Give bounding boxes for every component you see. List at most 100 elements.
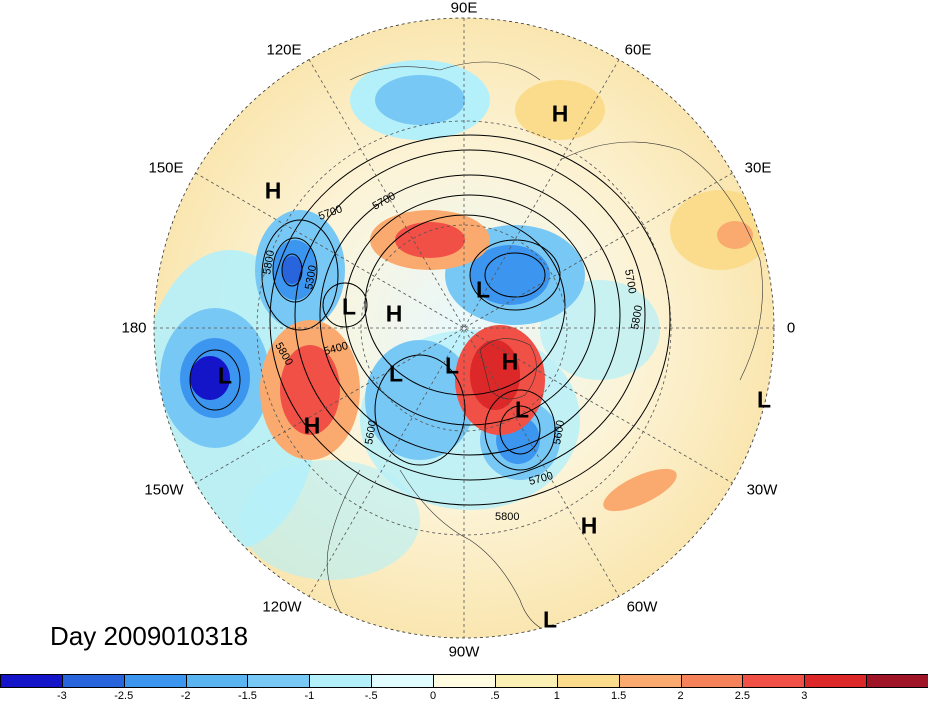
colorbar-swatch xyxy=(804,674,868,688)
coast-america-east xyxy=(399,469,561,636)
anomaly-red-north xyxy=(395,222,465,258)
low-pressure-marker: L xyxy=(542,606,558,633)
lon-label-150w: 150W xyxy=(144,481,184,499)
anomaly-warm-atlantic xyxy=(603,468,677,512)
contour-atlantic-2 xyxy=(499,405,541,455)
colorbar-swatch xyxy=(0,674,63,688)
contour-5400 xyxy=(364,214,566,396)
low-pressure-marker: L xyxy=(756,386,772,413)
anomaly-warm-siberia xyxy=(515,80,605,140)
contour-label: 5800 xyxy=(629,304,645,330)
low-pressure-marker: L xyxy=(475,276,491,303)
contour-atlantic-1 xyxy=(484,389,556,471)
contour-outer xyxy=(269,134,671,506)
contour-low-l xyxy=(322,282,368,328)
contour-polar-low-2 xyxy=(484,252,546,298)
anomaly-deep-blue-polar xyxy=(470,245,550,305)
contour-label: 5800 xyxy=(495,511,519,523)
contour-label: 5300 xyxy=(303,264,319,290)
colorbar-tick-label: -.5 xyxy=(364,690,378,702)
height-contours xyxy=(189,134,671,506)
low-pressure-marker: L xyxy=(444,352,460,379)
low-pressure-marker: L xyxy=(217,362,233,389)
colorbar-tick-label: 1 xyxy=(553,690,560,702)
colorbar-tick-label: .5 xyxy=(490,690,500,702)
anomaly-blue-canada xyxy=(365,340,475,460)
colorbar-tick-label: 2 xyxy=(677,690,684,702)
colorbar-tick-label: -2 xyxy=(180,690,191,702)
lon-label-150e: 150E xyxy=(148,159,184,177)
day-label: Day 2009010318 xyxy=(50,621,249,651)
high-pressure-marker: H xyxy=(303,412,321,439)
colorbar-swatch xyxy=(494,674,558,688)
lon-label-30w: 30W xyxy=(746,481,778,499)
colorbar-swatch xyxy=(185,674,249,688)
colorbar-swatch xyxy=(742,674,806,688)
high-pressure-marker: H xyxy=(580,512,598,539)
high-pressure-marker: H xyxy=(264,177,282,204)
colorbar-swatch xyxy=(618,674,682,688)
contour-label: 5800 xyxy=(261,249,277,275)
colorbar-tick-label: -2.5 xyxy=(114,690,134,702)
coast-siberia xyxy=(349,61,541,81)
colorbar-swatch xyxy=(866,674,928,688)
colorbar-swatch xyxy=(371,674,435,688)
lon-label-180: 180 xyxy=(121,319,147,337)
latitude-circle-inner xyxy=(360,224,568,432)
lon-label-120w: 120W xyxy=(262,598,302,616)
contour-5800 xyxy=(294,149,646,481)
contour-label: 5600 xyxy=(363,419,379,445)
anomaly-warm-europe-core xyxy=(717,221,753,249)
high-pressure-marker: H xyxy=(501,348,519,375)
coast-america-west xyxy=(326,469,361,621)
colorbar-tick-label: 1.5 xyxy=(611,690,627,702)
colorbar-tick-label: 0 xyxy=(430,690,437,702)
coast-greenland xyxy=(479,338,537,400)
contour-5700 xyxy=(319,174,621,456)
colorbar-tick-label: 2.5 xyxy=(734,690,751,702)
high-pressure-marker: H xyxy=(385,300,403,327)
colorbar-swatch xyxy=(123,674,187,688)
colorbar-swatch xyxy=(433,674,496,688)
contour-far-low xyxy=(189,349,241,411)
lon-label-90w: 90W xyxy=(448,643,480,661)
colorbar-swatch xyxy=(309,674,373,688)
contour-pacific-2 xyxy=(272,237,318,303)
anomaly-core-blue xyxy=(190,356,230,400)
colorbar-tick-label: 3 xyxy=(801,690,808,702)
contour-5600 xyxy=(344,194,596,426)
lon-label-120e: 120E xyxy=(266,41,302,59)
anomaly-light-blue-south xyxy=(240,460,420,580)
contour-canada xyxy=(374,354,466,466)
lon-label-30e: 30E xyxy=(744,159,772,177)
anomaly-core-blue-pacific xyxy=(282,256,302,284)
lon-label-90e: 90E xyxy=(450,0,478,17)
colorbar-swatch xyxy=(680,674,744,688)
colorbar-swatch xyxy=(556,674,620,688)
lon-label-0: 0 xyxy=(786,319,796,337)
anomaly-blue-north xyxy=(375,75,465,125)
contour-pacific-3 xyxy=(281,253,303,287)
colorbar: -3 -2.5 -2 -1.5 -1 -.5 0 .5 1 1.5 2 2.5 3 xyxy=(0,674,928,702)
high-pressure-marker: H xyxy=(551,100,569,127)
coastlines xyxy=(326,61,763,636)
colorbar-tick-label: -1.5 xyxy=(237,690,257,702)
contour-pacific-1 xyxy=(261,219,339,331)
contour-label: 5600 xyxy=(551,419,567,445)
colorbar-tick-label: -1 xyxy=(304,690,315,702)
low-pressure-marker: L xyxy=(514,396,530,423)
lon-label-60w: 60W xyxy=(626,598,658,616)
coast-eurasia xyxy=(559,141,763,381)
colorbar-swatch xyxy=(61,674,125,688)
colorbar-tick-label: -3 xyxy=(56,690,67,702)
latitude-circle-outer xyxy=(256,120,672,536)
colorbar-swatch xyxy=(247,674,311,688)
anomaly-red-pacific xyxy=(280,345,340,435)
lon-label-60e: 60E xyxy=(624,41,652,59)
low-pressure-marker: L xyxy=(341,293,357,320)
map-boundary xyxy=(153,17,775,639)
lat-lon-grid xyxy=(153,17,775,639)
contour-polar-low-1 xyxy=(469,239,561,311)
